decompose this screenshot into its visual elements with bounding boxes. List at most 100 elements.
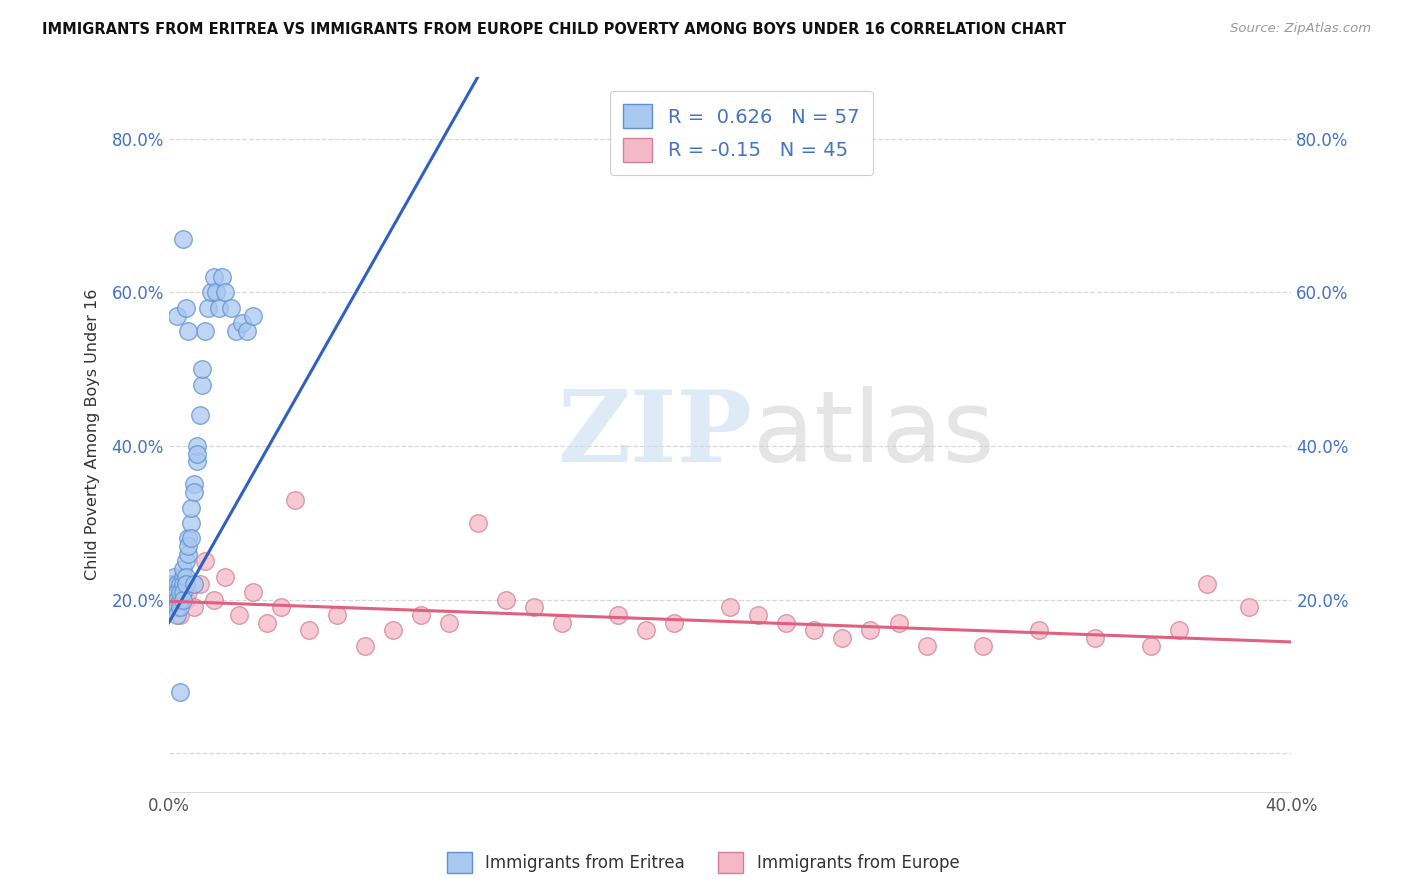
Point: [186, 439, 208, 453]
Point: [169, 577, 191, 591]
Point: [523, 600, 546, 615]
Point: [214, 285, 236, 300]
Point: [166, 600, 188, 615]
Point: [180, 531, 202, 545]
Point: [662, 615, 685, 630]
Point: [174, 301, 197, 315]
Point: [174, 569, 197, 583]
Text: atlas: atlas: [752, 386, 994, 483]
Point: [166, 585, 188, 599]
Point: [972, 639, 994, 653]
Point: [831, 631, 853, 645]
Point: [160, 585, 183, 599]
Point: [188, 577, 211, 591]
Point: [160, 577, 183, 591]
Point: [166, 309, 188, 323]
Point: [236, 324, 259, 338]
Point: [634, 624, 657, 638]
Point: [191, 362, 214, 376]
Point: [160, 592, 183, 607]
Legend: Immigrants from Eritrea, Immigrants from Europe: Immigrants from Eritrea, Immigrants from…: [440, 846, 966, 880]
Point: [859, 624, 882, 638]
Point: [163, 592, 186, 607]
Point: [202, 270, 225, 285]
Text: Source: ZipAtlas.com: Source: ZipAtlas.com: [1230, 22, 1371, 36]
Point: [180, 516, 202, 530]
Point: [200, 285, 222, 300]
Point: [747, 608, 769, 623]
Point: [1140, 639, 1163, 653]
Point: [439, 615, 461, 630]
Point: [186, 454, 208, 468]
Point: [718, 600, 741, 615]
Point: [231, 316, 253, 330]
Point: [177, 324, 200, 338]
Point: [169, 592, 191, 607]
Point: [1168, 624, 1191, 638]
Point: [183, 600, 205, 615]
Point: [174, 592, 197, 607]
Point: [172, 569, 194, 583]
Point: [174, 554, 197, 568]
Point: [191, 377, 214, 392]
Point: [411, 608, 433, 623]
Point: [163, 585, 186, 599]
Point: [166, 608, 188, 623]
Point: [174, 577, 197, 591]
Point: [172, 592, 194, 607]
Point: [169, 685, 191, 699]
Point: [326, 608, 349, 623]
Point: [1028, 624, 1050, 638]
Point: [177, 539, 200, 553]
Point: [242, 585, 264, 599]
Point: [211, 270, 233, 285]
Point: [1239, 600, 1261, 615]
Point: [169, 600, 191, 615]
Point: [172, 577, 194, 591]
Point: [169, 585, 191, 599]
Point: [270, 600, 292, 615]
Text: ZIP: ZIP: [558, 386, 752, 483]
Point: [166, 592, 188, 607]
Text: IMMIGRANTS FROM ERITREA VS IMMIGRANTS FROM EUROPE CHILD POVERTY AMONG BOYS UNDER: IMMIGRANTS FROM ERITREA VS IMMIGRANTS FR…: [42, 22, 1066, 37]
Point: [177, 531, 200, 545]
Point: [225, 324, 247, 338]
Point: [172, 562, 194, 576]
Point: [467, 516, 489, 530]
Point: [172, 585, 194, 599]
Point: [188, 409, 211, 423]
Legend: R =  0.626   N = 57, R = -0.15   N = 45: R = 0.626 N = 57, R = -0.15 N = 45: [610, 91, 873, 175]
Point: [214, 569, 236, 583]
Point: [172, 577, 194, 591]
Point: [177, 547, 200, 561]
Point: [180, 500, 202, 515]
Point: [208, 301, 231, 315]
Point: [163, 600, 186, 615]
Point: [1197, 577, 1219, 591]
Point: [495, 592, 517, 607]
Point: [177, 585, 200, 599]
Point: [183, 485, 205, 500]
Point: [172, 232, 194, 246]
Point: [1084, 631, 1107, 645]
Point: [775, 615, 797, 630]
Point: [194, 324, 217, 338]
Point: [183, 577, 205, 591]
Y-axis label: Child Poverty Among Boys Under 16: Child Poverty Among Boys Under 16: [86, 289, 100, 581]
Point: [194, 554, 217, 568]
Point: [169, 608, 191, 623]
Point: [606, 608, 628, 623]
Point: [163, 569, 186, 583]
Point: [186, 447, 208, 461]
Point: [197, 301, 219, 315]
Point: [284, 492, 307, 507]
Point: [551, 615, 574, 630]
Point: [354, 639, 377, 653]
Point: [202, 592, 225, 607]
Point: [382, 624, 405, 638]
Point: [242, 309, 264, 323]
Point: [915, 639, 938, 653]
Point: [803, 624, 825, 638]
Point: [228, 608, 250, 623]
Point: [183, 477, 205, 491]
